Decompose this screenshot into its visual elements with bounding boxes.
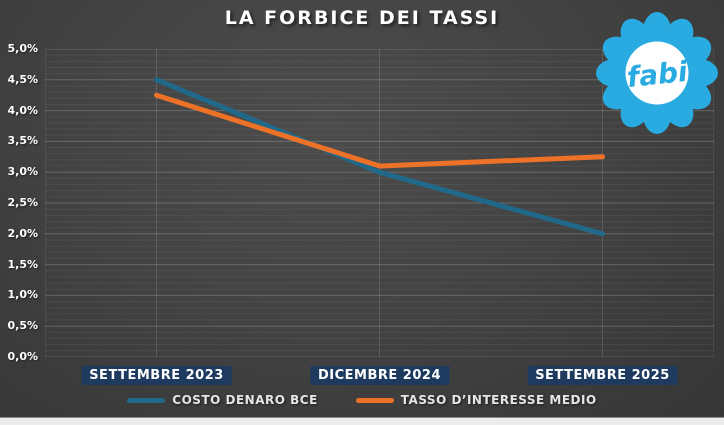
series-line-0 bbox=[154, 77, 605, 237]
y-tick-label: 1,5% bbox=[7, 257, 38, 271]
logo-text: fabi bbox=[625, 55, 689, 94]
logo-center-circle bbox=[625, 41, 689, 105]
legend-label: COSTO DENARO BCE bbox=[172, 393, 318, 407]
y-tick-label: 3,0% bbox=[7, 165, 38, 179]
legend-item-costo-denaro-bce: COSTO DENARO BCE bbox=[127, 393, 317, 407]
chart-title: LA FORBICE DEI TASSI bbox=[224, 7, 500, 29]
y-tick-label: 1,0% bbox=[7, 288, 38, 302]
y-tick-label: 0,5% bbox=[7, 319, 38, 333]
y-tick-label: 2,5% bbox=[7, 196, 38, 209]
y-tick-label: 4,0% bbox=[7, 103, 38, 117]
y-tick-label: 2,0% bbox=[7, 226, 38, 240]
series-line-1 bbox=[154, 92, 605, 169]
chart-canvas bbox=[44, 48, 715, 358]
legend-item-tasso-interesse-medio: TASSO D’INTERESSE MEDIO bbox=[355, 393, 597, 407]
x-category-label: SETTEMBRE 2023 bbox=[81, 366, 232, 385]
y-tick-label: 4,5% bbox=[7, 72, 38, 86]
bottom-strip bbox=[0, 417, 724, 425]
legend: COSTO DENARO BCE TASSO D’INTERESSE MEDIO bbox=[0, 393, 724, 407]
legend-swatch-blue-line-icon bbox=[127, 397, 166, 403]
y-tick-label: 0,0% bbox=[7, 350, 38, 363]
legend-label: TASSO D’INTERESSE MEDIO bbox=[400, 393, 597, 407]
legend-swatch-orange-line-icon bbox=[355, 397, 394, 403]
fabi-logo: fabi bbox=[596, 12, 718, 134]
y-tick-label: 5,0% bbox=[7, 42, 38, 55]
plot-area bbox=[44, 48, 715, 358]
x-category-label: DICEMBRE 2024 bbox=[310, 366, 449, 385]
x-category-label: SETTEMBRE 2025 bbox=[527, 366, 678, 385]
y-tick-label: 3,5% bbox=[7, 134, 38, 148]
